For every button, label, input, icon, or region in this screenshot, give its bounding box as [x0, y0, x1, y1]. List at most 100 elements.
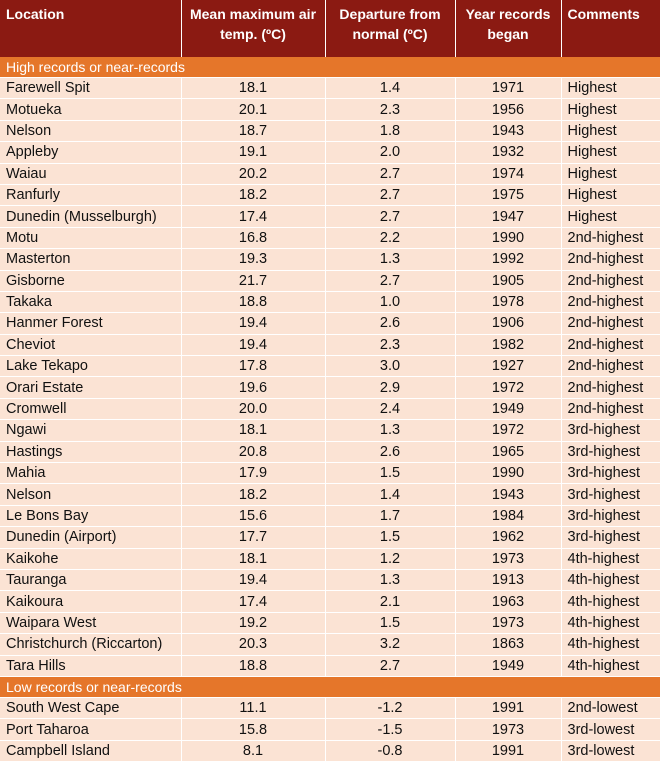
comment-cell: Highest: [561, 77, 660, 100]
mean-max-temp-cell: 19.6: [181, 376, 326, 399]
table-row: Tauranga 19.4 1.3 1913 4th-highest: [0, 569, 660, 592]
mean-max-temp-cell: 17.7: [181, 526, 326, 549]
comment-cell: Highest: [561, 163, 660, 185]
table-row: Mahia 17.9 1.5 1990 3rd-highest: [0, 462, 660, 485]
departure-cell: 1.2: [325, 548, 456, 570]
table-row: Campbell Island 8.1 -0.8 1991 3rd-lowest: [0, 740, 660, 762]
year-cell: 1913: [455, 569, 562, 592]
table-row: Lake Tekapo 17.8 3.0 1927 2nd-highest: [0, 355, 660, 378]
location-cell: Ranfurly: [0, 184, 182, 207]
year-cell: 1990: [455, 227, 562, 250]
year-cell: 1975: [455, 184, 562, 207]
departure-cell: 2.1: [325, 590, 456, 613]
location-cell: Farewell Spit: [0, 77, 182, 100]
departure-cell: 1.3: [325, 569, 456, 592]
departure-cell: 1.5: [325, 526, 456, 549]
location-cell: Gisborne: [0, 270, 182, 292]
section-title: Low records or near-records: [0, 676, 660, 698]
table-row: Waipara West 19.2 1.5 1973 4th-highest: [0, 612, 660, 635]
location-cell: Ngawi: [0, 419, 182, 442]
comment-cell: Highest: [561, 184, 660, 207]
year-cell: 1972: [455, 376, 562, 399]
location-cell: Campbell Island: [0, 740, 182, 762]
table-row: Appleby 19.1 2.0 1932 Highest: [0, 141, 660, 164]
comment-cell: 4th-highest: [561, 590, 660, 613]
table-row: Kaikoura 17.4 2.1 1963 4th-highest: [0, 590, 660, 613]
location-cell: Kaikoura: [0, 590, 182, 613]
year-cell: 1947: [455, 205, 562, 228]
comments-header: Comments: [561, 0, 660, 57]
comment-cell: 2nd-highest: [561, 270, 660, 292]
location-cell: Motu: [0, 227, 182, 250]
location-cell: Nelson: [0, 483, 182, 506]
location-cell: Dunedin (Airport): [0, 526, 182, 549]
comment-cell: 2nd-highest: [561, 227, 660, 250]
table-row: South West Cape 11.1 -1.2 1991 2nd-lowest: [0, 697, 660, 720]
mean-max-temp-cell: 18.1: [181, 548, 326, 570]
mean-max-temp-cell: 19.4: [181, 569, 326, 592]
table-row: Takaka 18.8 1.0 1978 2nd-highest: [0, 291, 660, 314]
location-cell: Nelson: [0, 120, 182, 143]
comment-cell: 4th-highest: [561, 569, 660, 592]
comment-cell: 3rd-highest: [561, 526, 660, 549]
departure-cell: 1.0: [325, 291, 456, 314]
year-cell: 1973: [455, 718, 562, 741]
departure-cell: 3.0: [325, 355, 456, 378]
mean-max-temp-cell: 18.2: [181, 483, 326, 506]
departure-header: Departure from normal (ºC): [325, 0, 456, 57]
table-row: Motu 16.8 2.2 1990 2nd-highest: [0, 227, 660, 250]
location-cell: Takaka: [0, 291, 182, 314]
table-row: Nelson 18.7 1.8 1943 Highest: [0, 120, 660, 143]
mean-max-temp-cell: 20.3: [181, 633, 326, 656]
departure-cell: 2.6: [325, 441, 456, 464]
mean-max-temp-cell: 17.4: [181, 590, 326, 613]
year-cell: 1992: [455, 248, 562, 271]
mean-max-temp-cell: 17.8: [181, 355, 326, 378]
mean-max-temp-cell: 16.8: [181, 227, 326, 250]
comment-cell: 3rd-highest: [561, 419, 660, 442]
comment-cell: 4th-highest: [561, 655, 660, 677]
mean-max-temp-cell: 20.8: [181, 441, 326, 464]
section-row: High records or near-records: [0, 57, 660, 78]
departure-cell: 1.5: [325, 612, 456, 635]
table-row: Dunedin (Airport) 17.7 1.5 1962 3rd-highest: [0, 526, 660, 549]
mean-max-temp-cell: 19.1: [181, 141, 326, 164]
mean-max-temp-cell: 15.8: [181, 718, 326, 741]
comment-cell: 3rd-highest: [561, 462, 660, 485]
comment-cell: 2nd-highest: [561, 312, 660, 335]
location-cell: Cheviot: [0, 334, 182, 357]
comment-cell: 4th-highest: [561, 548, 660, 570]
departure-cell: 1.3: [325, 419, 456, 442]
comment-cell: 3rd-highest: [561, 441, 660, 464]
comment-cell: 3rd-highest: [561, 505, 660, 528]
location-cell: Le Bons Bay: [0, 505, 182, 528]
location-cell: Port Taharoa: [0, 718, 182, 741]
year-cell: 1984: [455, 505, 562, 528]
mean-max-temp-cell: 18.1: [181, 419, 326, 442]
table-row: Gisborne 21.7 2.7 1905 2nd-highest: [0, 270, 660, 292]
mean-max-temp-cell: 19.2: [181, 612, 326, 635]
departure-cell: 1.5: [325, 462, 456, 485]
year-cell: 1949: [455, 398, 562, 421]
section-title: High records or near-records: [0, 57, 660, 78]
table-row: Tara Hills 18.8 2.7 1949 4th-highest: [0, 655, 660, 677]
header-row: Location Mean maximum air temp. (ºC) Dep…: [0, 0, 660, 57]
departure-cell: 1.4: [325, 483, 456, 506]
location-cell: Tara Hills: [0, 655, 182, 677]
departure-cell: -0.8: [325, 740, 456, 762]
table-row: Christchurch (Riccarton) 20.3 3.2 1863 4th-h…: [0, 633, 660, 656]
departure-cell: 2.7: [325, 184, 456, 207]
table-row: Masterton 19.3 1.3 1992 2nd-highest: [0, 248, 660, 271]
location-cell: Hastings: [0, 441, 182, 464]
year-cell: 1971: [455, 77, 562, 100]
mean-max-temp-cell: 18.7: [181, 120, 326, 143]
comment-cell: 2nd-lowest: [561, 697, 660, 720]
mean-max-temp-cell: 17.4: [181, 205, 326, 228]
table-row: Hanmer Forest 19.4 2.6 1906 2nd-highest: [0, 312, 660, 335]
departure-cell: 2.0: [325, 141, 456, 164]
year-cell: 1943: [455, 120, 562, 143]
location-cell: Cromwell: [0, 398, 182, 421]
year-cell: 1956: [455, 98, 562, 121]
departure-cell: 1.4: [325, 77, 456, 100]
